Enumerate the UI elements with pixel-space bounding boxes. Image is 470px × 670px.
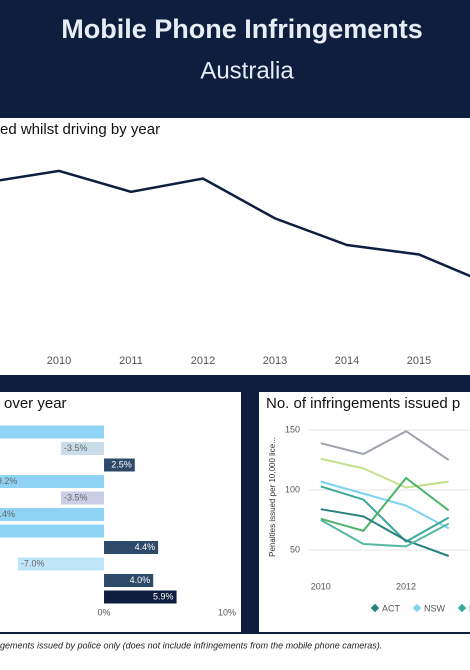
y-axis-label: Penalties issued per 10,000 lice...	[268, 437, 277, 557]
x-tick-label: 2010	[311, 581, 331, 591]
bar	[17, 557, 105, 571]
y-tick-label: 150	[285, 424, 300, 434]
bar	[104, 541, 159, 554]
header-subtitle: Australia	[200, 57, 294, 84]
bar	[104, 458, 135, 472]
x-tick-label: 2012	[396, 581, 416, 591]
chart-title: ed whilst driving by year	[0, 121, 160, 138]
y-tick-label: 100	[285, 484, 300, 494]
data-label: 2.5%	[111, 459, 132, 469]
legend-marker	[412, 603, 422, 613]
data-label: 4.0%	[130, 575, 151, 585]
x-tick-label: 2010	[47, 355, 71, 367]
series-line	[320, 476, 450, 532]
chart-title: over year	[4, 395, 67, 412]
panel	[259, 392, 470, 632]
y-tick-label: 50	[290, 544, 300, 554]
bar	[60, 442, 105, 455]
bar	[104, 574, 154, 587]
x-tick-label: 2014	[335, 355, 359, 367]
x-tick-label: 2011	[119, 355, 143, 367]
series-line	[320, 430, 450, 461]
data-label: 5.9%	[153, 591, 174, 601]
x-tick-label: 10%	[218, 607, 236, 617]
data-label: 4.4%	[135, 542, 156, 552]
data-label: -9.2%	[0, 476, 17, 486]
header-title: Mobile Phone Infringements	[61, 14, 423, 44]
chart-2: No. of infringements issued p Penalties i…	[266, 395, 470, 613]
x-tick-label: 2013	[263, 355, 287, 367]
series-line	[320, 485, 450, 543]
footer-panel	[0, 634, 470, 665]
line	[0, 169, 470, 278]
legend-label: NSW	[424, 603, 446, 613]
legend-marker	[370, 603, 380, 613]
footnote: gements issued by police only (does not …	[0, 640, 382, 650]
panel	[0, 118, 470, 375]
bar	[0, 508, 105, 521]
bar	[0, 475, 105, 488]
chart-title: No. of infringements issued p	[266, 395, 460, 412]
series-line	[320, 508, 450, 557]
chart-1: over year 0% 10% -3.5% 2.5% -9.2% -3.5% -9.4% 4.…	[0, 395, 236, 617]
chart-0: ed whilst driving by year 2010 2011 2012 201…	[0, 121, 470, 367]
x-tick-label: 0%	[98, 607, 111, 617]
legend-label: ACT	[382, 603, 401, 613]
series-line	[320, 457, 449, 489]
data-label: -3.5%	[64, 443, 88, 453]
bar	[0, 425, 105, 439]
bar	[0, 524, 105, 538]
data-label: -7.0%	[21, 558, 45, 568]
bar	[104, 590, 177, 604]
legend-marker	[457, 603, 467, 613]
x-tick-label: 2015	[407, 355, 431, 367]
series-line	[320, 480, 450, 530]
bar	[60, 491, 105, 505]
data-label: -9.4%	[0, 509, 15, 519]
data-label: -3.5%	[64, 492, 88, 502]
series-line	[320, 519, 450, 548]
x-tick-label: 2012	[191, 355, 215, 367]
